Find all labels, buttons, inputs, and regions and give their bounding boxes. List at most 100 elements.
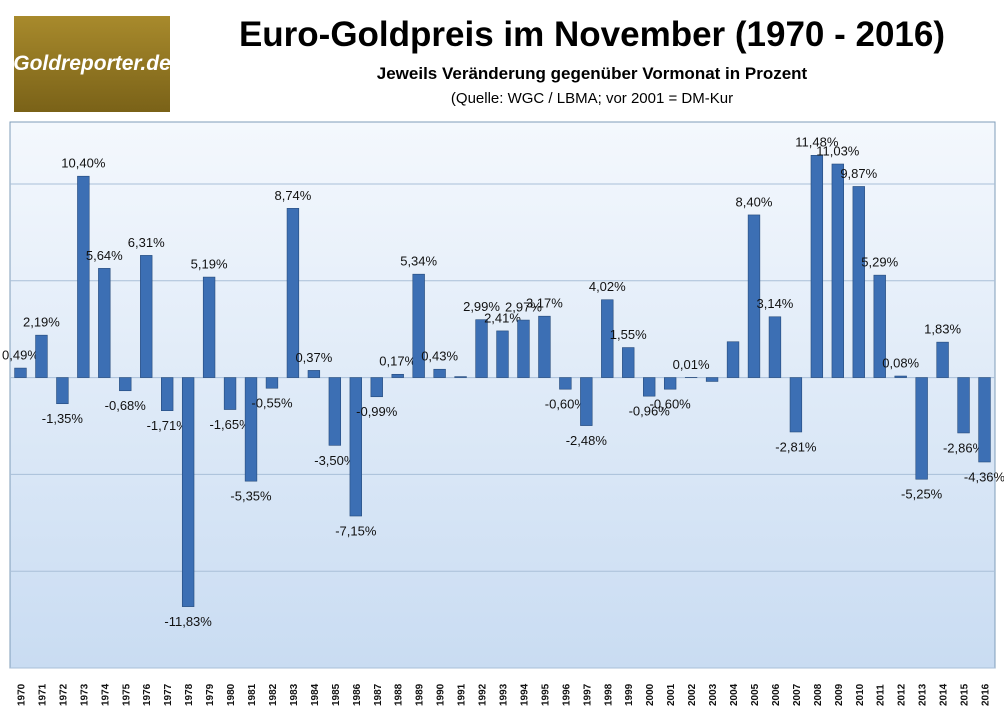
bar	[580, 378, 592, 426]
bar	[560, 378, 572, 390]
x-tick-label: 1993	[499, 683, 510, 706]
value-label: 2,19%	[23, 315, 60, 330]
x-tick-label: 1986	[352, 683, 363, 706]
x-tick-label: 1971	[37, 683, 48, 706]
x-tick-label: 1982	[268, 683, 279, 706]
value-label: 0,43%	[421, 349, 458, 364]
logo-text: Goldreporter.de	[13, 52, 171, 75]
bar	[958, 378, 970, 433]
x-tick-label: 1990	[436, 683, 447, 706]
bar	[245, 378, 257, 482]
bar	[727, 342, 739, 378]
x-tick-label: 1995	[540, 683, 551, 706]
bar	[497, 331, 509, 378]
bar	[119, 378, 131, 391]
x-tick-label: 1974	[100, 683, 111, 706]
value-label: -1,35%	[42, 411, 84, 426]
bar	[643, 378, 655, 397]
value-label: -3,50%	[314, 453, 356, 468]
x-tick-label: 2011	[876, 684, 887, 706]
x-tick-label: 1983	[289, 683, 300, 706]
x-tick-label: 1973	[79, 683, 90, 706]
x-tick-label: 1970	[16, 683, 27, 706]
value-label: 8,40%	[736, 194, 773, 209]
x-tick-label: 2010	[855, 683, 866, 706]
value-label: -2,48%	[566, 433, 608, 448]
bar	[895, 376, 907, 378]
chart-title: Euro-Goldpreis im November (1970 - 2016)	[239, 15, 945, 54]
bar	[77, 176, 89, 377]
x-tick-label: 1980	[226, 683, 237, 706]
bar	[392, 374, 404, 377]
value-label: 5,64%	[86, 248, 123, 263]
bar	[455, 377, 467, 378]
x-tick-label: 1997	[582, 683, 593, 706]
bar	[140, 255, 152, 377]
x-tick-label: 2014	[939, 683, 950, 706]
plot-area	[10, 122, 995, 668]
value-label: -0,60%	[545, 397, 587, 412]
bar	[329, 378, 341, 446]
bar	[979, 378, 991, 462]
bar	[36, 335, 48, 377]
x-tick-label: 2005	[750, 683, 761, 706]
bar	[224, 378, 236, 410]
value-label: -7,15%	[335, 523, 377, 538]
value-label: 5,29%	[861, 255, 898, 270]
bar	[371, 378, 383, 397]
bar	[706, 378, 718, 382]
x-tick-label: 2007	[792, 683, 803, 706]
value-label: 9,87%	[840, 166, 877, 181]
x-tick-label: 2002	[687, 683, 698, 706]
bar	[853, 186, 865, 377]
x-tick-label: 1981	[247, 683, 258, 706]
value-label: -4,36%	[964, 469, 1004, 484]
x-tick-label: 1996	[561, 683, 572, 706]
value-label: -2,81%	[775, 439, 817, 454]
x-tick-label: 2006	[771, 683, 782, 706]
value-label: 0,01%	[673, 357, 710, 372]
value-label: -5,25%	[901, 487, 943, 502]
bar	[182, 378, 194, 607]
x-tick-label: 1977	[163, 683, 174, 706]
value-label: 3,14%	[757, 296, 794, 311]
x-tick-label: 1994	[519, 683, 530, 706]
x-tick-label: 2015	[960, 683, 971, 706]
x-tick-label: 1987	[373, 683, 384, 706]
bar	[203, 277, 215, 377]
value-label: -0,68%	[105, 398, 147, 413]
x-tick-label: 2016	[981, 683, 992, 706]
x-tick-label: 2000	[645, 683, 656, 706]
bar	[266, 378, 278, 389]
x-tick-label: 1992	[478, 683, 489, 706]
bar	[916, 378, 928, 480]
value-label: 1,83%	[924, 322, 961, 337]
bar	[434, 369, 446, 377]
x-tick-label: 1979	[205, 683, 216, 706]
value-label: 0,17%	[379, 354, 416, 369]
value-label: -0,55%	[251, 396, 293, 411]
x-tick-label: 1975	[121, 683, 132, 706]
x-tick-label: 2012	[897, 683, 908, 706]
value-label: 6,31%	[128, 235, 165, 250]
x-tick-label: 1972	[58, 683, 69, 706]
bar	[937, 342, 949, 377]
bar	[350, 378, 362, 516]
bar	[664, 378, 676, 390]
value-label: 5,34%	[400, 254, 437, 269]
value-label: -1,71%	[147, 418, 189, 433]
value-label: -0,60%	[650, 397, 692, 412]
x-tick-label: 1984	[310, 683, 321, 706]
x-tick-label: 1988	[394, 683, 405, 706]
bar	[539, 316, 551, 377]
bar	[161, 378, 173, 411]
x-tick-label: 1999	[624, 683, 635, 706]
value-label: -2,86%	[943, 440, 985, 455]
x-tick-label: 1998	[603, 683, 614, 706]
x-tick-label: 1985	[331, 683, 342, 706]
x-tick-label: 2001	[666, 683, 677, 706]
value-label: -1,65%	[209, 417, 251, 432]
value-label: 0,49%	[2, 348, 39, 363]
x-tick-label: 1989	[415, 683, 426, 706]
